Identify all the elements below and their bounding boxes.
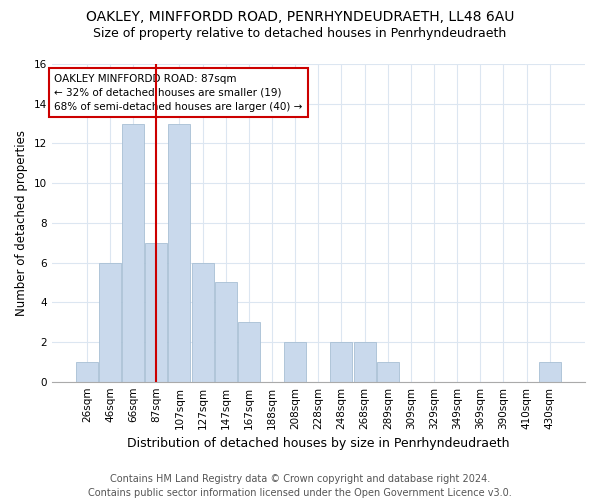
Bar — [191, 262, 214, 382]
Bar — [76, 362, 98, 382]
Y-axis label: Number of detached properties: Number of detached properties — [15, 130, 28, 316]
Bar — [169, 124, 190, 382]
Bar — [539, 362, 561, 382]
X-axis label: Distribution of detached houses by size in Penrhyndeudraeth: Distribution of detached houses by size … — [127, 437, 509, 450]
Bar — [377, 362, 399, 382]
Text: OAKLEY, MINFFORDD ROAD, PENRHYNDEUDRAETH, LL48 6AU: OAKLEY, MINFFORDD ROAD, PENRHYNDEUDRAETH… — [86, 10, 514, 24]
Bar — [284, 342, 306, 382]
Bar — [122, 124, 144, 382]
Bar — [215, 282, 237, 382]
Text: Contains HM Land Registry data © Crown copyright and database right 2024.
Contai: Contains HM Land Registry data © Crown c… — [88, 474, 512, 498]
Bar — [145, 242, 167, 382]
Bar — [238, 322, 260, 382]
Text: OAKLEY MINFFORDD ROAD: 87sqm
← 32% of detached houses are smaller (19)
68% of se: OAKLEY MINFFORDD ROAD: 87sqm ← 32% of de… — [55, 74, 303, 112]
Bar — [99, 262, 121, 382]
Bar — [353, 342, 376, 382]
Text: Size of property relative to detached houses in Penrhyndeudraeth: Size of property relative to detached ho… — [94, 28, 506, 40]
Bar — [331, 342, 352, 382]
